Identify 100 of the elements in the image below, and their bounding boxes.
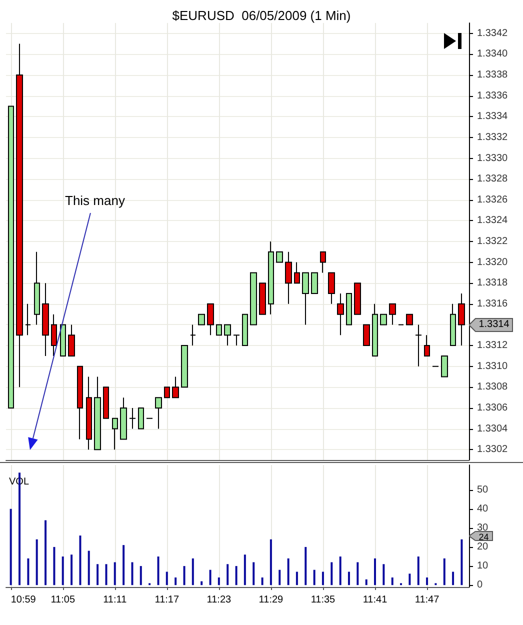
bar xyxy=(330,562,333,586)
y-tick-label: 1.3330 xyxy=(477,152,508,164)
y-tick-label: 1.3338 xyxy=(477,70,508,81)
bar xyxy=(235,566,238,586)
x-tick-label: 11:17 xyxy=(154,594,180,606)
bar xyxy=(209,570,212,586)
candlestick xyxy=(34,251,40,326)
candlestick xyxy=(207,303,214,336)
y-tick-label: 1.3342 xyxy=(477,28,508,39)
bar xyxy=(70,554,73,586)
bar xyxy=(36,539,38,586)
candlestick xyxy=(354,282,361,315)
bar xyxy=(304,546,307,586)
bar xyxy=(44,520,47,586)
y-tick-label: 1.3332 xyxy=(477,132,508,143)
candlestick xyxy=(389,303,396,326)
bar xyxy=(348,572,350,586)
bar xyxy=(96,564,99,586)
y-tick-label: 1.3318 xyxy=(477,278,508,289)
candlestick xyxy=(60,324,66,356)
x-tick-label: 11:29 xyxy=(258,594,284,606)
y-tick-label: 1.3308 xyxy=(477,382,508,393)
bar xyxy=(226,564,229,586)
y-tick-label: 30 xyxy=(477,522,489,534)
candlestick xyxy=(103,386,109,419)
bar xyxy=(356,562,359,586)
bar xyxy=(270,539,272,586)
candlestick xyxy=(233,334,240,346)
candlestick xyxy=(268,241,274,315)
candlestick xyxy=(294,262,300,284)
bar xyxy=(460,539,463,586)
candlestick xyxy=(190,324,196,346)
candlestick xyxy=(198,314,205,326)
candlestick xyxy=(450,303,456,346)
x-tick-label: 11:41 xyxy=(362,594,388,606)
x-tick-label: 11:11 xyxy=(103,594,128,606)
bar xyxy=(296,572,298,586)
bar xyxy=(79,536,82,586)
candlestick xyxy=(172,376,179,398)
bar xyxy=(278,570,281,586)
y-tick-label: 50 xyxy=(477,484,489,496)
y-tick-label: 1.3328 xyxy=(477,174,508,185)
candlestick xyxy=(276,251,283,263)
candlestick xyxy=(337,293,344,336)
bar xyxy=(417,556,420,586)
x-tick-label: 11:35 xyxy=(310,594,336,606)
y-tick-label: 1.3326 xyxy=(477,194,508,206)
candlestick xyxy=(112,418,118,450)
bar xyxy=(200,581,203,586)
x-tick-label: 11:23 xyxy=(206,594,232,606)
y-tick-label: 1.3304 xyxy=(477,423,508,434)
bar xyxy=(114,562,116,586)
candlestick xyxy=(302,272,309,326)
candlestick xyxy=(86,376,92,450)
candlestick xyxy=(346,293,352,326)
y-tick-label: 1.3310 xyxy=(477,360,508,372)
bar xyxy=(174,577,177,586)
candlestick xyxy=(406,314,413,326)
bar xyxy=(105,564,108,586)
candlestick xyxy=(138,407,144,430)
candlestick xyxy=(120,397,127,440)
y-tick-label: 40 xyxy=(477,503,489,514)
y-tick-label: 1.3312 xyxy=(477,340,508,352)
x-tick-label: 11:05 xyxy=(50,594,76,606)
candlestick xyxy=(441,355,448,378)
bar xyxy=(88,550,90,586)
candlestick xyxy=(372,303,378,356)
candlestick xyxy=(129,407,136,430)
candlestick xyxy=(216,324,222,336)
candlestick xyxy=(164,386,170,398)
bar xyxy=(131,562,134,586)
candlestick xyxy=(42,282,49,356)
candlestick xyxy=(285,251,292,304)
bar xyxy=(192,558,194,586)
bar xyxy=(140,566,142,586)
candlestick xyxy=(415,324,422,367)
candlestick xyxy=(458,293,465,346)
bar xyxy=(365,579,368,586)
candlestick xyxy=(380,314,387,326)
bar xyxy=(443,558,446,586)
bar xyxy=(426,577,428,586)
bar xyxy=(27,558,30,586)
bar xyxy=(122,545,125,586)
y-tick-label: 1.3302 xyxy=(477,444,508,456)
y-tick-label: 1.3322 xyxy=(477,236,508,247)
bar xyxy=(382,564,385,586)
candlestick xyxy=(320,251,326,274)
annotation: This many xyxy=(65,193,125,208)
bar xyxy=(62,556,64,586)
y-tick-label: 1.3316 xyxy=(477,298,508,310)
candlestick xyxy=(242,314,248,346)
candlestick xyxy=(250,272,257,326)
bar xyxy=(339,556,342,586)
bar xyxy=(252,562,255,586)
x-tick-label: 11:47 xyxy=(414,594,440,606)
bar xyxy=(408,574,411,586)
candlestick xyxy=(77,366,83,440)
candlestick xyxy=(51,314,57,356)
y-tick-label: 1.3320 xyxy=(477,256,508,268)
candlestick xyxy=(328,272,335,304)
